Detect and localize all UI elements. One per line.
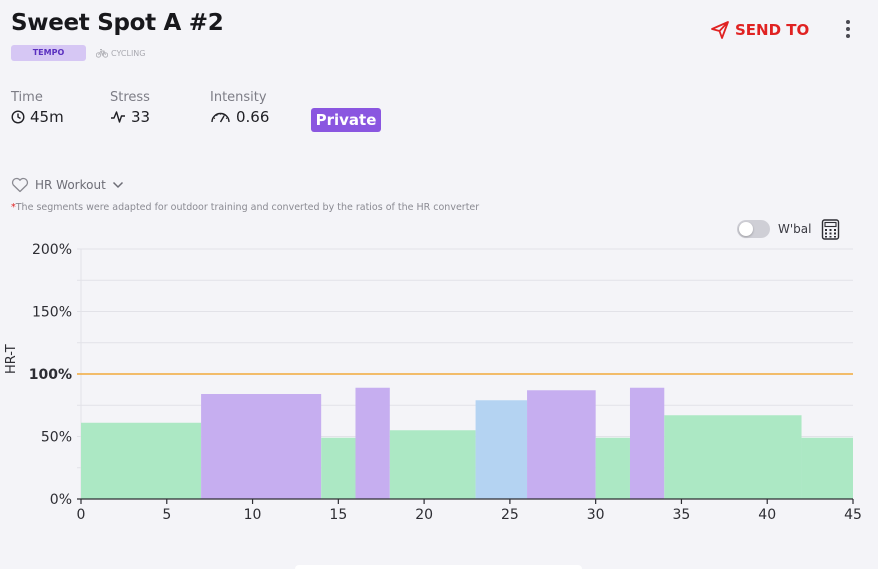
x-tick-label: 15 (329, 507, 347, 523)
chart-bar (201, 394, 322, 499)
stat-intensity-label: Intensity (210, 90, 267, 105)
x-tick-label: 25 (501, 507, 519, 523)
heart-icon (11, 177, 29, 193)
note-asterisk: * (11, 202, 16, 213)
workout-type-label: HR Workout (35, 178, 106, 192)
stat-intensity-value: 0.66 (236, 108, 270, 126)
y-tick-label: 150% (32, 305, 72, 321)
x-tick-label: 30 (587, 507, 605, 523)
x-tick-label: 45 (844, 507, 862, 523)
wbal-control: W'bal (737, 219, 811, 239)
sport-label: CYCLING (96, 46, 145, 60)
chart-bar (629, 387, 665, 499)
bike-icon (96, 49, 108, 58)
gauge-icon (211, 112, 230, 123)
kebab-dot-icon (846, 34, 850, 38)
x-tick-label: 0 (77, 507, 86, 523)
wbal-toggle[interactable] (737, 220, 770, 238)
bottom-sheet-handle (295, 565, 582, 569)
stat-time: Time 45m (11, 90, 64, 126)
workout-chart-svg: 0 5 10 15 20 25 30 35 40 45 0% 50% 100% 150% 200% (29, 242, 862, 523)
chart-bar (321, 437, 356, 499)
visibility-badge: Private (311, 108, 381, 132)
chart-bar (801, 437, 853, 499)
calculator-button[interactable] (821, 219, 840, 244)
send-icon (711, 21, 729, 39)
pulse-icon (111, 111, 125, 123)
wbal-label: W'bal (778, 222, 812, 236)
stat-time-label: Time (11, 90, 43, 105)
category-badge: TEMPO (11, 45, 86, 61)
workout-chart: 0 5 10 15 20 25 30 35 40 45 0% 50% 100% 150% 200% (0, 236, 878, 526)
x-tick-label: 20 (415, 507, 433, 523)
stat-intensity: Intensity 0.66 (210, 90, 269, 126)
stat-time-value: 45m (30, 108, 64, 126)
stat-stress: Stress 33 (110, 90, 150, 126)
conversion-note: *The segments were adapted for outdoor t… (11, 202, 479, 213)
x-tick-label: 40 (758, 507, 776, 523)
chart-bar (664, 415, 802, 499)
chevron-down-icon (112, 181, 123, 189)
y-tick-label: 200% (32, 242, 72, 258)
clock-icon (11, 110, 25, 124)
chart-bar (389, 430, 476, 499)
send-to-label: SEND TO (735, 21, 810, 39)
threshold-label: 100% (29, 367, 72, 383)
x-tick-label: 10 (244, 507, 262, 523)
workout-title: Sweet Spot A #2 (11, 10, 224, 36)
workout-type-dropdown[interactable]: HR Workout (11, 176, 124, 194)
stat-stress-value: 33 (131, 108, 151, 126)
chart-bar (475, 400, 528, 499)
y-tick-label: 0% (50, 492, 72, 508)
y-tick-label: 50% (41, 430, 72, 446)
send-to-button[interactable]: SEND TO (710, 18, 809, 42)
chart-bar (355, 387, 390, 499)
more-options-button[interactable] (838, 18, 858, 40)
x-tick-label: 35 (673, 507, 691, 523)
x-tick-label: 5 (162, 507, 171, 523)
kebab-dot-icon (846, 20, 850, 24)
chart-bar (527, 390, 596, 499)
note-text: The segments were adapted for outdoor tr… (15, 202, 480, 213)
chart-bar (595, 437, 630, 499)
kebab-dot-icon (846, 27, 850, 31)
toggle-knob (739, 222, 753, 236)
sport-text: CYCLING (111, 48, 146, 58)
stat-stress-label: Stress (110, 90, 150, 105)
calculator-icon (821, 219, 840, 240)
chart-bar (81, 422, 202, 499)
